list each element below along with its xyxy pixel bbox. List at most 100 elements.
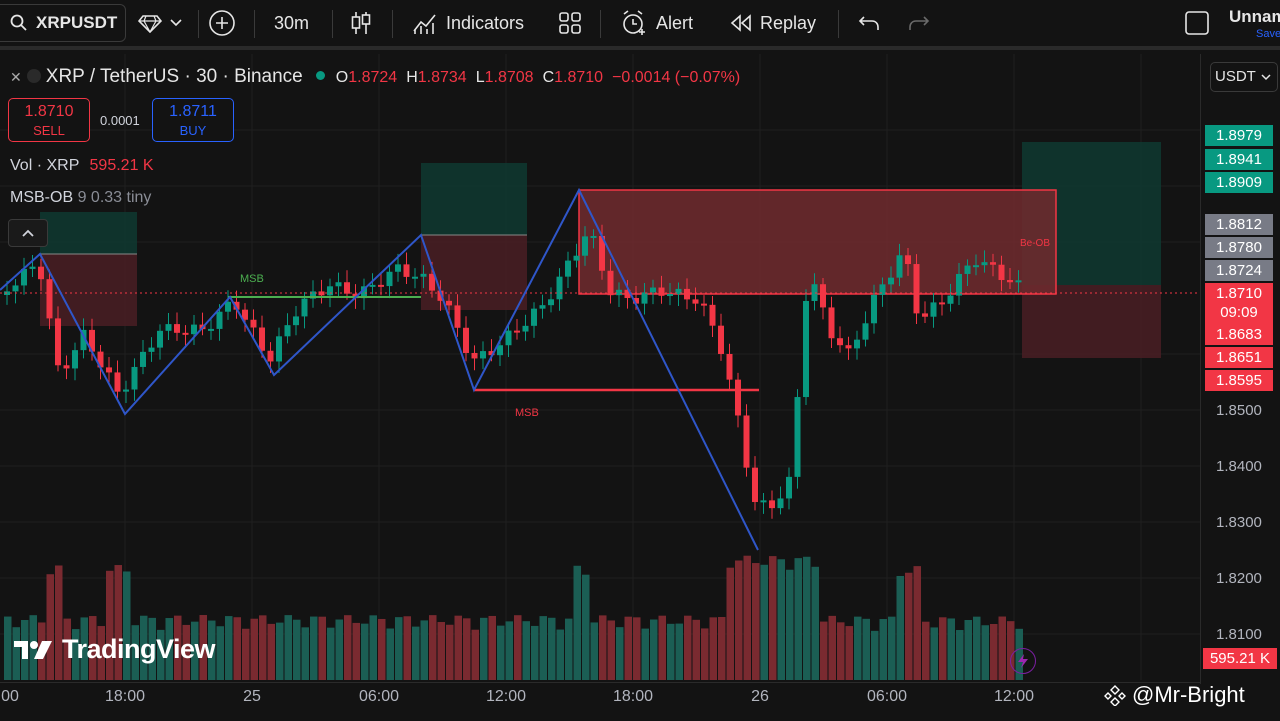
volume-bar [539, 616, 547, 680]
volume-bar [488, 615, 496, 680]
candle-body [573, 255, 580, 261]
candle-body [208, 328, 214, 331]
sell-button[interactable]: 1.8710 SELL [8, 98, 90, 142]
buy-button[interactable]: 1.8711 BUY [152, 98, 234, 142]
candle-body [539, 305, 546, 309]
volume-bar [531, 625, 539, 680]
symbol-button[interactable]: XRPUSDT [10, 0, 117, 46]
candle-body [599, 235, 605, 271]
candle-body [335, 282, 342, 287]
volume-bar [437, 622, 445, 680]
volume-bar [701, 628, 709, 680]
indicators-button[interactable]: Indicators [412, 0, 524, 46]
square-icon [1185, 11, 1209, 35]
alert-button[interactable]: Alert [620, 0, 693, 46]
volume-bar [216, 626, 224, 680]
toolbar-divider [600, 10, 601, 38]
candles-icon [351, 12, 371, 34]
candle-body [556, 276, 563, 300]
price-tick: 1.8100 [1216, 626, 1262, 643]
candle-body [743, 415, 750, 468]
price-tag: 1.8979 [1205, 125, 1273, 146]
price-tick: 1.8500 [1216, 402, 1262, 419]
candle-body [548, 299, 554, 306]
volume-bar [72, 629, 80, 680]
volume-legend[interactable]: Vol · XRP 595.21 K [10, 157, 154, 175]
watermark-text: @Mr-Bright [1132, 682, 1245, 707]
interval-button[interactable]: 30m [274, 0, 309, 46]
be-ob-label: Be-OB [1020, 238, 1050, 249]
candle-body [191, 324, 197, 335]
collapse-icon[interactable]: ✕ [10, 69, 22, 85]
volume-bar [607, 620, 615, 680]
high-value: 1.8734 [417, 69, 467, 86]
collapse-legend-button[interactable] [8, 219, 48, 247]
candle-body [395, 264, 401, 272]
layout-name[interactable]: Unnam [1229, 7, 1280, 26]
candle-body [293, 316, 299, 326]
volume-bar [242, 628, 250, 680]
grid-icon [559, 12, 581, 34]
undo-button[interactable] [858, 0, 880, 46]
volume-bar [684, 615, 692, 680]
candle-body [871, 294, 877, 324]
market-status-icon [315, 71, 325, 80]
volume-bar [726, 567, 734, 680]
volume-bar [352, 622, 360, 680]
candle-body [429, 273, 435, 291]
price-tag: 1.8780 [1205, 237, 1273, 258]
volume-bar [46, 574, 54, 680]
currency-select[interactable]: USDT [1210, 62, 1278, 92]
candle-body [55, 318, 61, 366]
price-tag: 1.8683 [1205, 324, 1273, 345]
open-label: O [335, 69, 349, 86]
volume-bar [327, 627, 335, 680]
alert-label: Alert [656, 12, 694, 33]
price-tag: 1.8724 [1205, 260, 1273, 281]
candle-body [888, 277, 894, 285]
symbol-search[interactable] [0, 4, 126, 42]
candle-body [811, 284, 818, 301]
volume-bar [692, 619, 700, 680]
rewind-icon [730, 14, 751, 32]
volume-bar [505, 621, 513, 680]
msb-ob-label: MSB-OB [10, 189, 74, 206]
time-tick: 12:00 [993, 688, 1035, 705]
volume-bar [148, 617, 156, 680]
templates-button[interactable] [558, 0, 582, 46]
volume-bar [786, 569, 794, 680]
chart-canvas[interactable]: MSB MSB Be-OB [0, 54, 1280, 720]
candle-body [769, 500, 775, 509]
bar-countdown: 09:09 [1220, 304, 1258, 321]
favorites-button[interactable] [138, 0, 182, 46]
volume-bar [973, 616, 981, 680]
time-axis[interactable] [0, 682, 1200, 721]
layout-checkbox[interactable] [1184, 0, 1210, 46]
price-tag: 1.8595 [1205, 370, 1273, 391]
chart-type-button[interactable] [350, 0, 372, 46]
volume-bar [1007, 621, 1015, 680]
candle-body [956, 273, 962, 296]
save-status[interactable]: Save [1256, 28, 1280, 40]
time-tick: 06:00 [358, 688, 400, 705]
candle-body [964, 265, 971, 274]
msb-ob-legend[interactable]: MSB-OB 9 0.33 tiny [10, 189, 151, 207]
volume-bar [174, 615, 182, 680]
symbol-legend: ✕ XRP / TetherUS · 30 · Binance O1.8724 … [10, 66, 740, 88]
volume-bar [573, 565, 581, 680]
volume-bar [896, 575, 904, 680]
candle-body [854, 339, 860, 349]
volume-bar [871, 630, 879, 680]
price-tag: 1.8812 [1205, 214, 1273, 235]
volume-bar [964, 620, 972, 680]
current-price-tag: 1.8710 09:09 [1205, 283, 1273, 324]
lightning-button[interactable] [1010, 648, 1036, 674]
redo-button[interactable] [908, 0, 930, 46]
compare-button[interactable] [208, 0, 236, 46]
close-label: C [542, 69, 555, 86]
replay-button[interactable]: Replay [730, 0, 816, 46]
time-tick: 00 [1, 688, 19, 705]
volume-bar [497, 625, 505, 680]
candle-body [242, 309, 248, 320]
volume-bar [250, 618, 258, 680]
